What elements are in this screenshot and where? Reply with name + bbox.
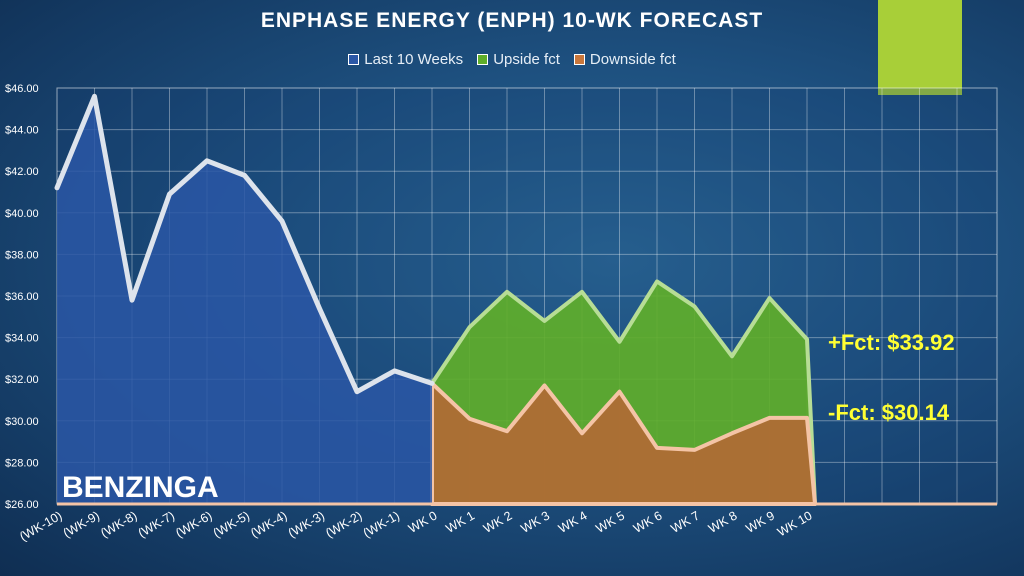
x-tick-label: WK 8 xyxy=(706,508,740,535)
x-tick-label: WK 7 xyxy=(669,508,703,535)
history-area xyxy=(57,96,432,504)
x-tick-label: WK 0 xyxy=(406,508,440,535)
x-tick-label: (WK-1) xyxy=(361,508,402,540)
x-tick-label: (WK-9) xyxy=(61,508,102,540)
x-tick-label: WK 9 xyxy=(744,508,778,535)
legend-item-history: Last 10 Weeks xyxy=(348,51,463,68)
y-tick-label: $42.00 xyxy=(5,166,39,178)
x-tick-label: WK 3 xyxy=(519,508,553,535)
x-tick-label: WK 10 xyxy=(775,508,815,539)
chart-legend: Last 10 Weeks Upside fct Downside fct xyxy=(0,51,1024,68)
legend-item-downside: Downside fct xyxy=(573,51,676,68)
y-tick-label: $36.00 xyxy=(5,291,39,303)
x-tick-label: WK 5 xyxy=(594,508,628,535)
y-tick-label: $28.00 xyxy=(5,457,39,469)
legend-label-history: Last 10 Weeks xyxy=(364,51,464,68)
legend-item-upside: Upside fct xyxy=(477,51,560,68)
annotation-upside: +Fct: $33.92 xyxy=(828,330,955,355)
x-tick-label: (WK-3) xyxy=(286,508,327,540)
y-tick-label: $44.00 xyxy=(5,125,39,137)
legend-swatch-history xyxy=(348,54,360,65)
legend-label-upside: Upside fct xyxy=(493,51,560,68)
annotation-downside: -Fct: $30.14 xyxy=(828,400,950,425)
x-tick-label: (WK-10) xyxy=(17,508,64,543)
x-tick-label: (WK-8) xyxy=(98,508,139,540)
x-tick-label: (WK-7) xyxy=(136,508,177,540)
x-tick-label: WK 6 xyxy=(631,508,665,535)
benzinga-logo: BENZINGA xyxy=(62,471,219,504)
x-tick-label: WK 4 xyxy=(556,508,590,535)
history-line xyxy=(54,93,435,395)
x-tick-label: WK 2 xyxy=(481,508,515,535)
y-tick-label: $34.00 xyxy=(5,333,39,345)
y-tick-label: $30.00 xyxy=(5,416,39,428)
x-tick-label: WK 1 xyxy=(444,508,478,535)
y-tick-label: $32.00 xyxy=(5,374,39,386)
y-tick-label: $38.00 xyxy=(5,249,39,261)
accent-tab xyxy=(878,0,962,95)
y-tick-label: $26.00 xyxy=(5,499,39,511)
y-tick-label: $40.00 xyxy=(5,208,39,220)
chart-title: ENPHASE ENERGY (ENPH) 10-WK FORECAST xyxy=(260,9,764,32)
legend-swatch-downside xyxy=(573,54,585,65)
legend-swatch-upside xyxy=(477,54,489,65)
x-tick-label: (WK-4) xyxy=(248,508,289,540)
legend-label-downside: Downside fct xyxy=(589,51,676,68)
x-tick-label: (WK-2) xyxy=(323,508,364,540)
y-tick-label: $46.00 xyxy=(5,83,39,95)
x-tick-label: (WK-5) xyxy=(211,508,252,540)
downside-area xyxy=(430,381,817,506)
x-tick-label: (WK-6) xyxy=(173,508,214,540)
